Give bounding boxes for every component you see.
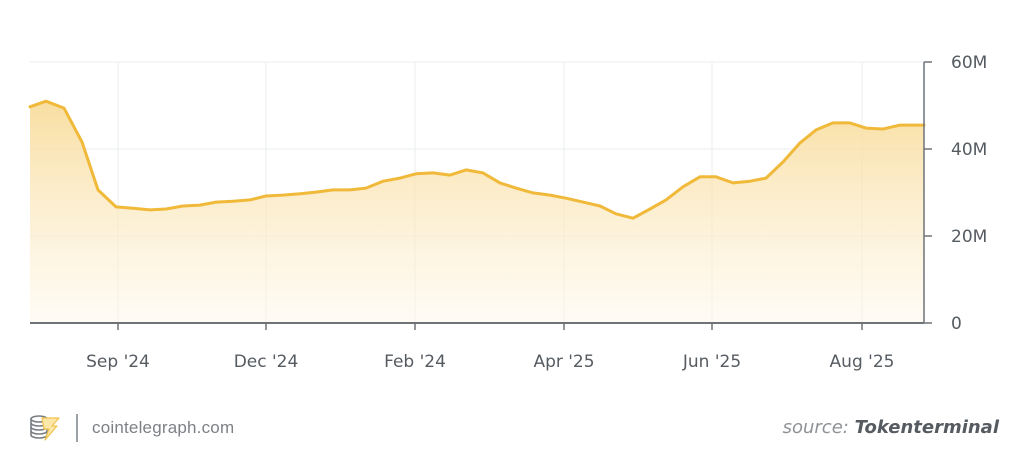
y-axis-labels: 0 20M 40M 60M — [951, 53, 987, 334]
data-line — [28, 99, 926, 220]
y-tick-label: 20M — [951, 227, 987, 247]
y-tick-label: 60M — [951, 53, 987, 73]
x-tick-label: Dec '24 — [234, 352, 299, 372]
cointelegraph-coin-bolt-icon — [30, 415, 60, 441]
brand-name: cointelegraph.com — [92, 418, 235, 437]
source-name: Tokenterminal — [854, 417, 999, 438]
x-tick-label: Feb '24 — [384, 352, 446, 372]
brand-divider — [76, 414, 78, 442]
brand: cointelegraph.com — [28, 413, 234, 443]
axes — [30, 61, 932, 330]
x-tick-label: Aug '25 — [830, 352, 895, 372]
chart: 0 20M 40M 60M Sep '24 Dec '24 Feb '24 Apr '25 J… — [28, 53, 987, 372]
x-axis-labels: Sep '24 Dec '24 Feb '24 Apr '25 Jun '25 Aug '… — [86, 352, 894, 372]
x-tick-label: Sep '24 — [86, 352, 150, 372]
y-tick-label: 0 — [951, 314, 962, 334]
source-prefix: source: — [782, 417, 855, 438]
y-tick-label: 40M — [951, 140, 987, 160]
area-fill — [30, 101, 924, 323]
x-tick-label: Apr '25 — [533, 352, 594, 372]
source-credit: source: Tokenterminal — [783, 417, 999, 438]
x-tick-label: Jun '25 — [682, 352, 741, 372]
